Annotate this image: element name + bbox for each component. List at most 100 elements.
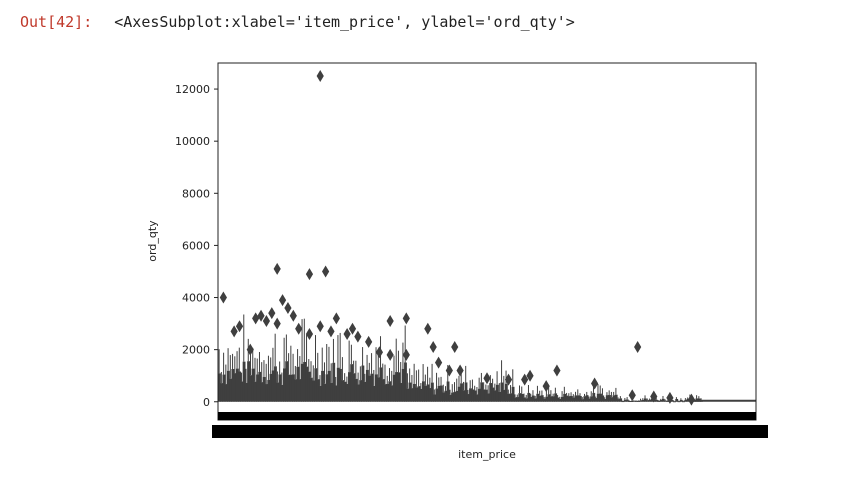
box [233,373,237,402]
box [655,399,658,402]
outlier-point [219,291,227,304]
box [587,398,591,402]
box [460,383,463,402]
box [280,384,284,402]
box [251,368,255,402]
outlier-point [521,373,529,386]
box [377,377,380,402]
box [390,385,394,402]
y-tick-label: 12000 [175,83,210,96]
box [321,370,324,402]
box [659,399,663,402]
box [455,390,459,402]
box [594,398,598,402]
box [670,399,674,402]
outlier-point [305,328,314,341]
box [235,368,239,402]
outlier-point [289,309,297,322]
box [428,388,432,402]
box [276,382,280,402]
box [504,383,508,402]
box [267,379,271,402]
outlier-point [278,294,287,307]
box [520,394,524,402]
box [466,394,470,402]
box [404,362,407,402]
box [305,366,309,402]
box [242,361,246,402]
box [630,400,634,402]
box [619,398,623,402]
plot-body [218,70,756,406]
outlier-point [687,393,696,406]
box [325,374,329,402]
box [374,374,378,402]
output-repr: <AxesSubplot:xlabel='item_price', ylabel… [114,13,575,31]
box [592,392,596,402]
box [625,399,629,402]
box [527,392,531,402]
outlier-point [434,356,443,369]
box [518,393,522,402]
box [323,383,327,402]
box [285,361,289,402]
outlier-point [483,372,491,385]
box [379,367,383,402]
outlier-point [284,301,292,314]
box [413,383,416,402]
box [307,371,311,402]
box [442,392,446,402]
box [240,381,244,402]
box [341,380,345,402]
box [558,398,562,402]
box [605,395,609,402]
box [529,396,533,402]
box [648,399,652,402]
box [303,361,307,402]
box [287,374,291,402]
box [229,378,233,402]
box [556,397,560,402]
box [399,382,403,402]
outlier-point [591,377,599,390]
outlier-point [634,341,642,354]
outlier-point [542,380,550,393]
box [249,375,253,402]
plot-frame [217,62,757,421]
box [628,400,632,402]
box [513,397,517,402]
box [220,383,224,402]
box [536,393,540,402]
box [258,371,262,402]
box [567,396,571,402]
y-tick-label: 6000 [182,239,210,252]
box [359,380,363,402]
box [531,395,535,402]
outlier-point [402,312,410,325]
box [410,388,414,402]
box [430,382,434,402]
box [617,399,620,402]
box [585,395,589,402]
box [608,395,611,402]
box [522,397,526,402]
box [637,400,641,402]
box [421,381,425,402]
box [354,378,358,402]
box [675,398,679,402]
box [381,379,385,402]
box [507,394,511,402]
box [646,400,649,402]
box [318,385,322,402]
box [462,390,466,402]
box [583,396,587,402]
outlier-point [553,364,561,377]
x-axis-label: item_price [458,448,516,461]
box [401,368,405,402]
y-tick-label: 2000 [182,344,210,357]
box [451,392,454,402]
box [679,399,683,402]
outlier-point [262,314,271,327]
outlier-point [628,389,636,402]
box [578,395,582,402]
